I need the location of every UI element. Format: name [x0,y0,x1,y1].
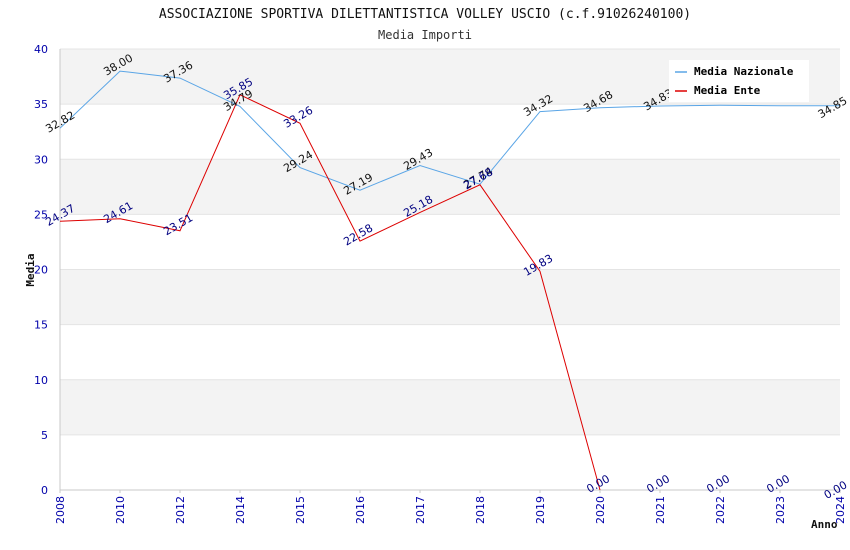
x-tick-2019: 2019 [534,496,547,524]
x-tick-2022: 2022 [714,496,727,524]
x-axis-title: Anno [811,518,838,531]
grid-band [60,324,840,380]
x-tick-2020: 2020 [594,496,607,524]
grid-band [60,159,840,215]
series-line-media-nazionale [59,70,840,191]
x-tick-2023: 2023 [774,496,787,524]
grid-band [60,434,840,490]
x-tick-2017: 2017 [414,496,427,524]
y-axis-title: Media [24,253,37,286]
y-tick-10: 10 [34,374,48,387]
chart-subtitle: Media Importi [378,28,472,42]
x-axis-ticks: 2008 2010 2012 2014 2015 2016 2017 2018 2019 2020… [54,490,847,524]
legend: Media Nazionale Media Ente [669,60,809,102]
legend-label-media-ente: Media Ente [694,84,761,97]
grid-band [60,104,840,160]
x-tick-2015: 2015 [294,496,307,524]
legend-box [669,60,809,102]
y-tick-5: 5 [41,429,48,442]
y-tick-25: 25 [34,208,48,221]
x-tick-2018: 2018 [474,496,487,524]
x-tick-2021: 2021 [654,496,667,524]
series-line-media-ente [59,94,601,491]
grid-bands [60,48,840,491]
grid-band [60,214,840,270]
series-lines [59,70,840,491]
y-tick-20: 20 [34,264,48,277]
x-tick-2008: 2008 [54,496,67,524]
legend-label-media-nazionale: Media Nazionale [694,65,794,78]
y-tick-15: 15 [34,319,48,332]
grid-band [60,269,840,325]
y-axis-ticks: 0 5 10 15 20 25 30 35 40 [34,43,48,497]
chart-title: ASSOCIAZIONE SPORTIVA DILETTANTISTICA VO… [159,7,691,22]
y-tick-35: 35 [34,98,48,111]
y-tick-30: 30 [34,153,48,166]
x-tick-2016: 2016 [354,496,367,524]
x-tick-2010: 2010 [114,496,127,524]
y-tick-0: 0 [41,484,48,497]
x-tick-2024: 2024 [834,496,847,524]
x-tick-2012: 2012 [174,496,187,524]
x-tick-2014: 2014 [234,496,247,524]
y-tick-40: 40 [34,43,48,56]
grid-band [60,379,840,435]
